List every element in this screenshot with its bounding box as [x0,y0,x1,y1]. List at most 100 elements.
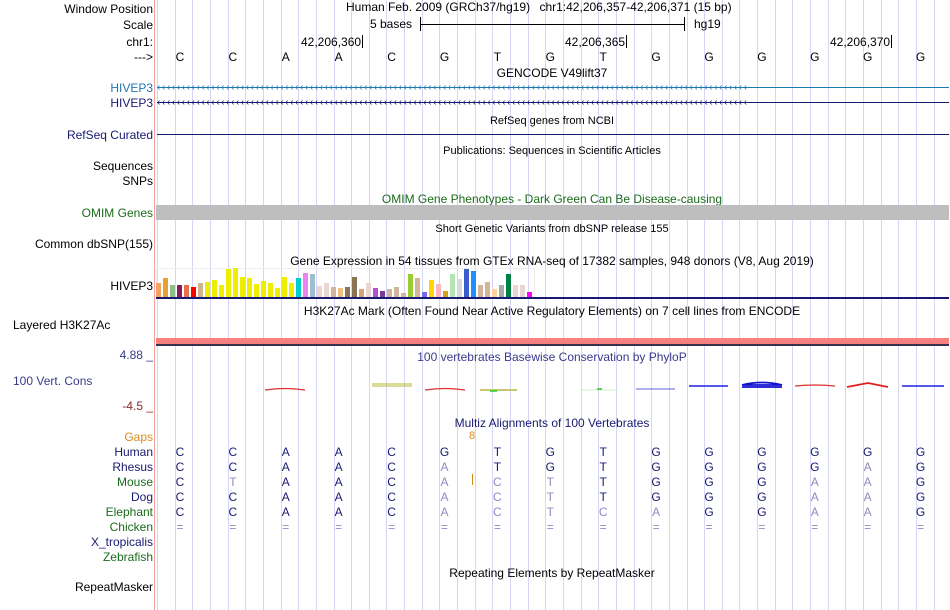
gtex-tissue-bar[interactable] [226,268,231,297]
gtex-bar-chart[interactable] [156,268,537,297]
position-readout[interactable]: chr1:42,206,357-42,206,371 (15 bp) [539,0,732,14]
gtex-tissue-bar[interactable] [303,272,308,297]
publications-snps-label[interactable]: SNPs [122,174,153,188]
gtex-tissue-bar[interactable] [471,271,476,297]
gtex-tissue-bar[interactable] [359,288,364,297]
species-label[interactable]: X_tropicalis [90,535,153,549]
gtex-tissue-bar[interactable] [436,283,441,297]
gtex-tissue-bar[interactable] [513,284,518,297]
gtex-tissue-bar[interactable] [212,279,217,297]
gtex-tissue-bar[interactable] [254,283,259,297]
gtex-tissue-bar[interactable] [527,291,532,297]
grid-line [245,0,247,610]
gtex-tissue-bar[interactable] [219,285,224,297]
grid-line [157,0,158,610]
gtex-tissue-bar[interactable] [345,287,350,297]
scale-text: 5 bases [370,17,413,31]
aligned-base: G [757,490,767,504]
gtex-tissue-bar[interactable] [429,280,434,297]
species-label[interactable]: Rhesus [112,460,153,474]
gtex-tissue-bar[interactable] [415,277,420,297]
phylop-label[interactable]: 100 Vert. Cons [13,374,93,388]
gtex-tissue-bar[interactable] [352,277,357,297]
gaps-label[interactable]: Gaps [124,430,153,444]
h3k27ac-signal[interactable] [156,338,949,344]
gtex-tissue-bar[interactable] [380,290,385,297]
gtex-tissue-bar[interactable] [247,277,252,297]
publications-label[interactable]: Sequences [92,159,153,173]
gtex-tissue-bar[interactable] [177,285,182,297]
gtex-tissue-bar[interactable] [401,292,406,297]
reference-base: A [334,50,343,64]
omim-gene-block[interactable] [156,205,949,220]
gtex-tissue-bar[interactable] [485,281,490,297]
gtex-tissue-bar[interactable] [261,281,266,297]
gtex-tissue-bar[interactable] [499,284,504,297]
aligned-base: = [229,520,237,534]
gtex-label[interactable]: HIVEP3 [110,279,153,293]
aligned-base: A [863,460,872,474]
reference-base: G [810,50,820,64]
gtex-tissue-bar[interactable] [163,278,168,297]
gencode-title: GENCODE V49lift37 [496,66,608,80]
gtex-tissue-bar[interactable] [275,288,280,297]
gtex-tissue-bar[interactable] [191,287,196,297]
dbsnp-label[interactable]: Common dbSNP(155) [34,237,153,251]
species-label[interactable]: Dog [130,490,153,504]
gtex-tissue-bar[interactable] [387,289,392,297]
gtex-tissue-bar[interactable] [520,284,525,297]
aligned-base: G [915,505,926,519]
phylop-mark [741,381,783,388]
gtex-tissue-bar[interactable] [338,287,343,297]
species-label[interactable]: Zebrafish [102,550,153,564]
gtex-tissue-bar[interactable] [296,277,301,297]
gencode-gene-label[interactable]: HIVEP3 [110,96,153,110]
gtex-tissue-bar[interactable] [205,282,210,297]
reference-base: T [493,50,502,64]
species-label[interactable]: Human [114,445,153,459]
gtex-tissue-bar[interactable] [331,286,336,297]
species-label[interactable]: Elephant [105,505,153,519]
gtex-tissue-bar[interactable] [457,278,462,297]
gtex-tissue-bar[interactable] [170,285,175,297]
gtex-tissue-bar[interactable] [478,285,483,297]
gtex-tissue-bar[interactable] [492,289,497,297]
label-divider [154,0,155,610]
gtex-tissue-bar[interactable] [317,285,322,297]
gencode-gene-label[interactable]: HIVEP3 [110,81,153,95]
gtex-tissue-bar[interactable] [324,283,329,297]
aligned-base: G [545,445,555,459]
gtex-tissue-bar[interactable] [373,287,378,297]
gtex-tissue-bar[interactable] [156,282,161,297]
grid-line [562,0,564,610]
gtex-tissue-bar[interactable] [366,283,371,297]
grid-line [174,0,176,610]
h3k27ac-label[interactable]: Layered H3K27Ac [13,318,111,332]
refseq-gene-line[interactable] [157,134,949,135]
gtex-tissue-bar[interactable] [443,290,448,297]
species-label[interactable]: Mouse [116,475,153,489]
gtex-tissue-bar[interactable] [310,273,315,297]
aligned-base: C [387,505,396,519]
gtex-tissue-bar[interactable] [282,276,287,297]
gtex-tissue-bar[interactable] [184,284,189,297]
publications-title: Publications: Sequences in Scientific Ar… [443,145,661,157]
gtex-tissue-bar[interactable] [408,274,413,297]
gtex-tissue-bar[interactable] [268,283,273,297]
gtex-tissue-bar[interactable] [450,273,455,297]
gtex-tissue-bar[interactable] [289,283,294,297]
gene-model-hivep3[interactable] [157,102,949,103]
gtex-tissue-bar[interactable] [240,276,245,297]
omim-label[interactable]: OMIM Genes [81,206,153,220]
repeatmasker-label[interactable]: RepeatMasker [74,580,153,594]
gtex-tissue-bar[interactable] [233,268,238,297]
gtex-tissue-bar[interactable] [394,286,399,297]
gtex-tissue-bar[interactable] [198,283,203,297]
refseq-label[interactable]: RefSeq Curated [66,128,153,142]
reference-base: G [915,50,926,64]
gtex-tissue-bar[interactable] [506,273,511,297]
species-label[interactable]: Chicken [109,520,153,534]
gene-model-hivep3[interactable] [157,87,949,88]
gtex-tissue-bar[interactable] [422,291,427,297]
gtex-tissue-bar[interactable] [464,269,469,297]
